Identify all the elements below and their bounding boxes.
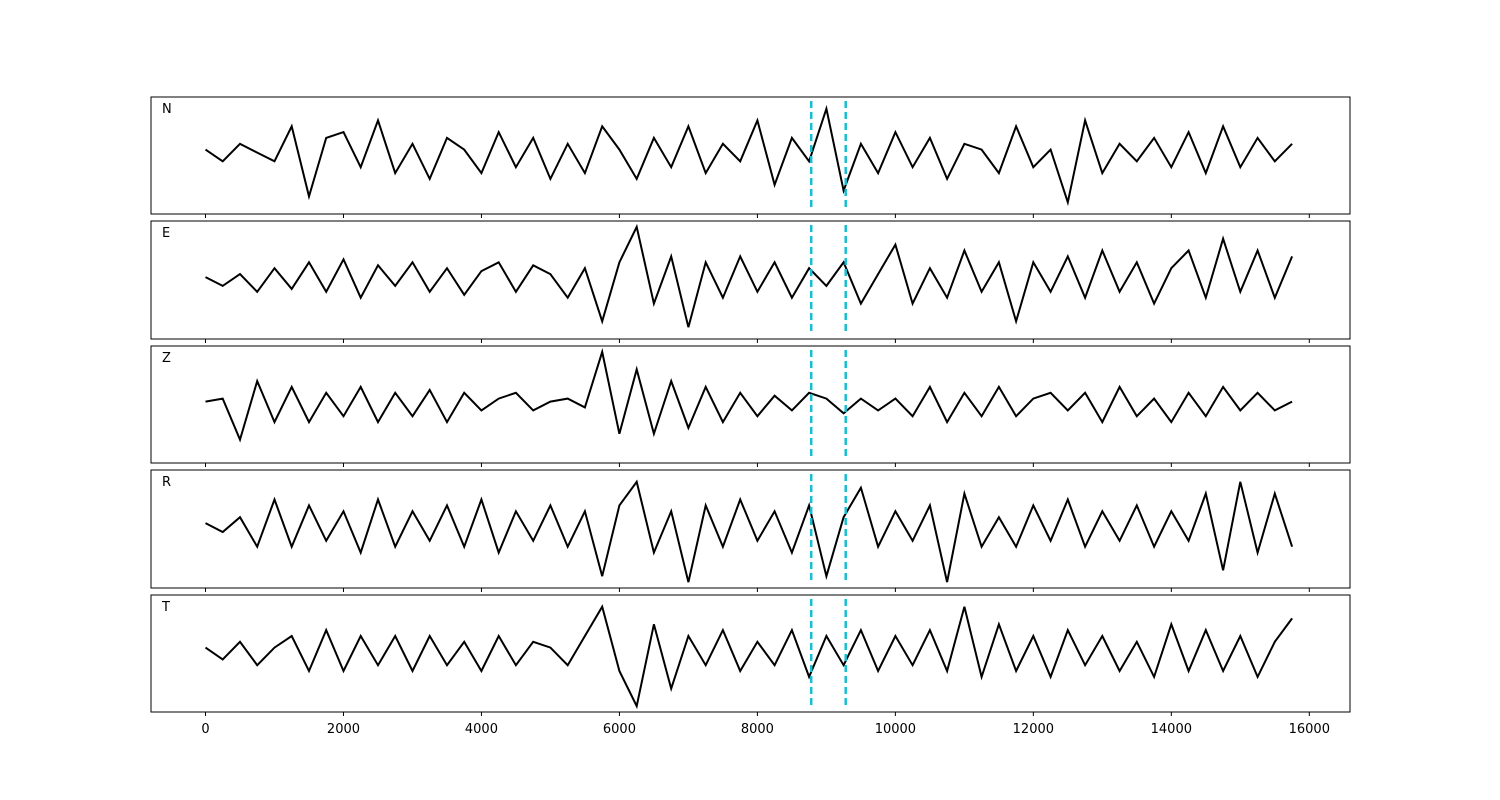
panel-frame [150, 594, 1351, 713]
x-tick-label: 8000 [741, 722, 774, 737]
x-tick-label: 4000 [465, 722, 498, 737]
panel-frame [150, 220, 1351, 340]
panel-label: N [162, 102, 172, 117]
x-tick-label: 14000 [1151, 722, 1192, 737]
x-tick-label: 12000 [1013, 722, 1054, 737]
panel-frame [150, 96, 1351, 215]
x-tick-label: 2000 [327, 722, 360, 737]
x-tick-label: 10000 [875, 722, 916, 737]
x-tick-label: 6000 [603, 722, 636, 737]
x-tick-label: 0 [201, 722, 209, 737]
x-tick-label: 16000 [1289, 722, 1330, 737]
panel-frame [150, 345, 1351, 464]
trace [205, 479, 1294, 583]
panel-frame [150, 469, 1351, 589]
trace [205, 223, 1294, 328]
trace [204, 104, 1293, 207]
panel-label: Z [162, 351, 171, 366]
trace [204, 604, 1293, 710]
trace [205, 347, 1293, 443]
panel-label: T [161, 600, 170, 615]
panel-label: E [162, 226, 170, 241]
panel-label: R [162, 475, 171, 490]
